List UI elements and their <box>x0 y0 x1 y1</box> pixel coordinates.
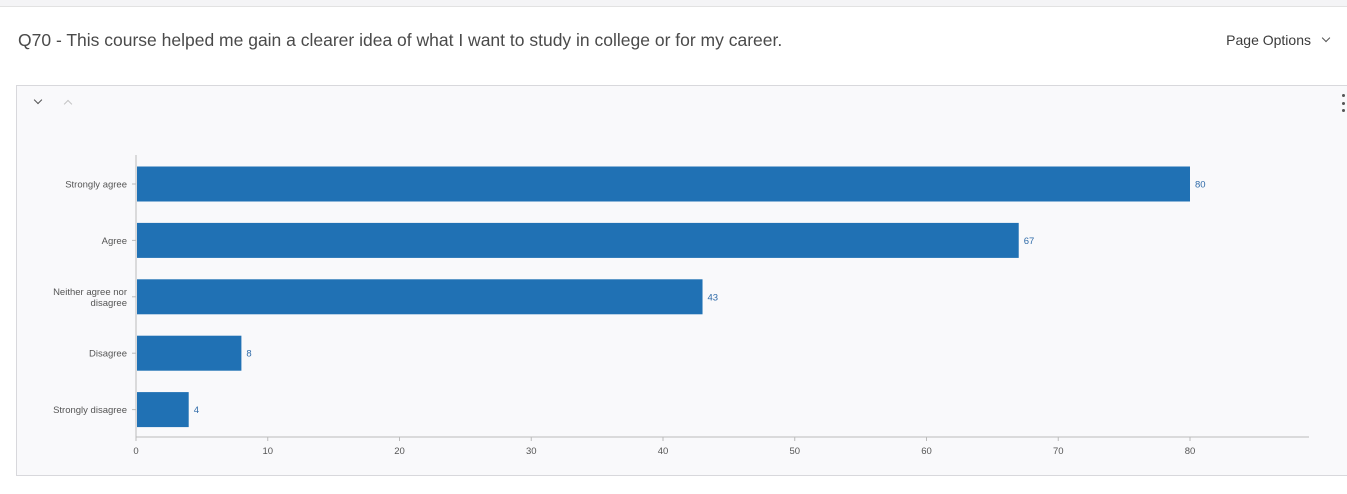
x-tick-label: 80 <box>1185 446 1196 457</box>
category-label: Neither agree nor <box>53 287 127 298</box>
more-options-icon[interactable] <box>1339 94 1347 112</box>
top-divider <box>0 0 1347 7</box>
x-tick-label: 30 <box>526 446 537 457</box>
page-options-label: Page Options <box>1226 32 1311 48</box>
category-label: Strongly disagree <box>53 405 127 416</box>
page-options-dropdown[interactable]: Page Options <box>1226 32 1331 48</box>
x-tick-label: 40 <box>658 446 669 457</box>
bar <box>137 222 1019 258</box>
x-tick-label: 0 <box>133 446 138 457</box>
x-tick-label: 70 <box>1053 446 1064 457</box>
bar <box>137 166 1190 202</box>
category-label: Disagree <box>89 349 127 360</box>
bar <box>137 392 189 428</box>
bar <box>137 335 242 371</box>
data-label: 8 <box>246 349 251 360</box>
x-tick-label: 60 <box>921 446 932 457</box>
category-label: disagree <box>91 298 127 309</box>
category-label: Agree <box>102 236 127 247</box>
data-label: 67 <box>1024 236 1035 247</box>
data-label: 4 <box>194 405 199 416</box>
x-tick-label: 10 <box>262 446 273 457</box>
category-label: Strongly agree <box>65 180 127 191</box>
question-title: Q70 - This course helped me gain a clear… <box>18 30 783 50</box>
bar <box>137 279 703 315</box>
data-label: 80 <box>1195 180 1206 191</box>
x-tick-label: 20 <box>394 446 405 457</box>
data-label: 43 <box>708 292 719 303</box>
x-tick-label: 50 <box>789 446 800 457</box>
